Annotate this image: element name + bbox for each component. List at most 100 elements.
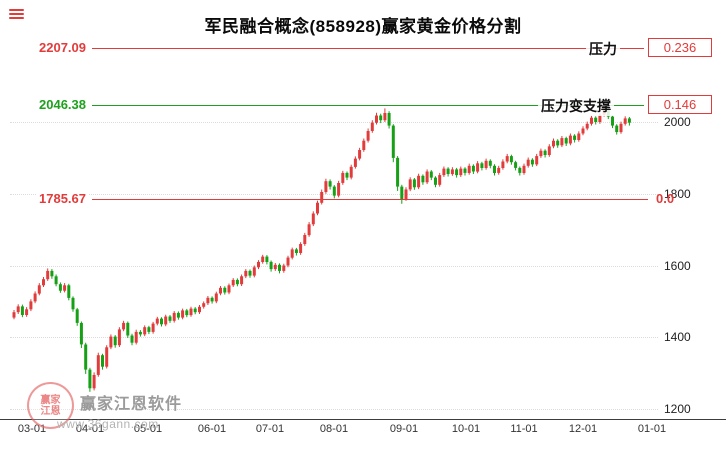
candle bbox=[126, 321, 130, 338]
candle bbox=[311, 211, 315, 227]
candle bbox=[450, 167, 454, 176]
app-logo-icon[interactable] bbox=[9, 9, 24, 22]
candle bbox=[252, 265, 256, 278]
x-axis-label: 11-01 bbox=[510, 423, 538, 435]
gridline bbox=[10, 337, 658, 338]
candle bbox=[202, 301, 206, 309]
candle bbox=[172, 311, 176, 323]
candle bbox=[568, 133, 572, 146]
watermark-url: www.36gann.com bbox=[57, 417, 159, 431]
candle bbox=[269, 260, 273, 272]
candle bbox=[581, 126, 585, 136]
candle bbox=[446, 167, 450, 177]
candle bbox=[526, 157, 530, 168]
candle bbox=[54, 274, 58, 287]
candle bbox=[476, 161, 480, 174]
candle bbox=[396, 156, 400, 191]
candle bbox=[206, 296, 210, 305]
x-axis-label: 06-01 bbox=[197, 423, 227, 435]
candle bbox=[248, 269, 252, 278]
candle bbox=[455, 167, 459, 178]
candle bbox=[417, 173, 421, 190]
candle bbox=[265, 255, 269, 265]
gridline bbox=[10, 122, 658, 123]
candle bbox=[328, 179, 332, 190]
candle bbox=[615, 124, 619, 135]
candle bbox=[438, 172, 442, 187]
candle bbox=[421, 174, 425, 185]
candle bbox=[105, 345, 109, 369]
candle bbox=[480, 161, 484, 171]
y-axis-label: 1400 bbox=[664, 330, 691, 344]
candle bbox=[518, 166, 522, 176]
y-axis-label: 1200 bbox=[664, 402, 691, 416]
candle bbox=[493, 164, 496, 176]
gridline bbox=[10, 409, 658, 410]
candle bbox=[63, 283, 67, 293]
candle bbox=[522, 163, 526, 175]
candle bbox=[299, 242, 303, 255]
candle bbox=[79, 321, 83, 348]
candle bbox=[286, 255, 290, 268]
candle bbox=[303, 232, 307, 246]
watermark-seal-icon: 赢家 江恩 bbox=[27, 382, 74, 429]
base-line bbox=[92, 199, 648, 200]
resistance-label: 压力 bbox=[586, 39, 620, 59]
level-price-label: 1785.67 bbox=[36, 191, 89, 206]
candle bbox=[404, 187, 408, 201]
candle bbox=[341, 170, 345, 185]
candle bbox=[535, 153, 539, 167]
candle bbox=[84, 342, 88, 374]
candle bbox=[370, 120, 374, 133]
candle bbox=[176, 311, 180, 320]
candle bbox=[349, 164, 353, 180]
candle bbox=[611, 115, 614, 129]
candle bbox=[75, 307, 79, 326]
candle bbox=[278, 263, 281, 274]
candle bbox=[29, 299, 33, 312]
candle bbox=[273, 263, 277, 271]
support-label: 压力变支撑 bbox=[538, 96, 614, 116]
candle bbox=[307, 222, 311, 237]
x-axis-label: 12-01 bbox=[568, 423, 598, 435]
candle bbox=[387, 111, 391, 129]
candle bbox=[290, 247, 294, 260]
y-axis-label: 2000 bbox=[664, 115, 691, 129]
candle bbox=[337, 180, 341, 198]
candle bbox=[155, 316, 159, 326]
candle bbox=[151, 321, 155, 334]
y-axis-label: 1600 bbox=[664, 259, 691, 273]
candle bbox=[25, 307, 29, 317]
candle bbox=[240, 274, 244, 286]
candle bbox=[324, 178, 328, 194]
candle bbox=[514, 160, 518, 171]
candle bbox=[543, 149, 547, 158]
candle bbox=[585, 121, 589, 131]
x-axis-label: 09-01 bbox=[389, 423, 419, 435]
candle bbox=[46, 268, 50, 281]
candle bbox=[235, 278, 239, 287]
candle bbox=[193, 307, 197, 315]
candle bbox=[117, 327, 121, 347]
y-axis-label: 1800 bbox=[664, 187, 691, 201]
support-ratio-badge: 0.146 bbox=[648, 95, 712, 114]
x-axis-label: 08-01 bbox=[319, 423, 349, 435]
candle bbox=[547, 144, 551, 157]
candle bbox=[261, 254, 265, 264]
candle bbox=[577, 131, 581, 142]
candle bbox=[556, 139, 560, 148]
watermark-brand: 赢家江恩软件 bbox=[80, 396, 183, 413]
candle bbox=[320, 189, 324, 205]
candle bbox=[214, 291, 218, 304]
candle bbox=[358, 147, 362, 161]
candle bbox=[219, 286, 222, 296]
candle bbox=[560, 136, 564, 148]
candle bbox=[109, 334, 113, 350]
candle bbox=[223, 286, 227, 295]
candle bbox=[143, 325, 147, 337]
candle bbox=[442, 166, 446, 177]
candle bbox=[164, 314, 168, 327]
x-axis-label: 05-01 bbox=[133, 423, 163, 435]
